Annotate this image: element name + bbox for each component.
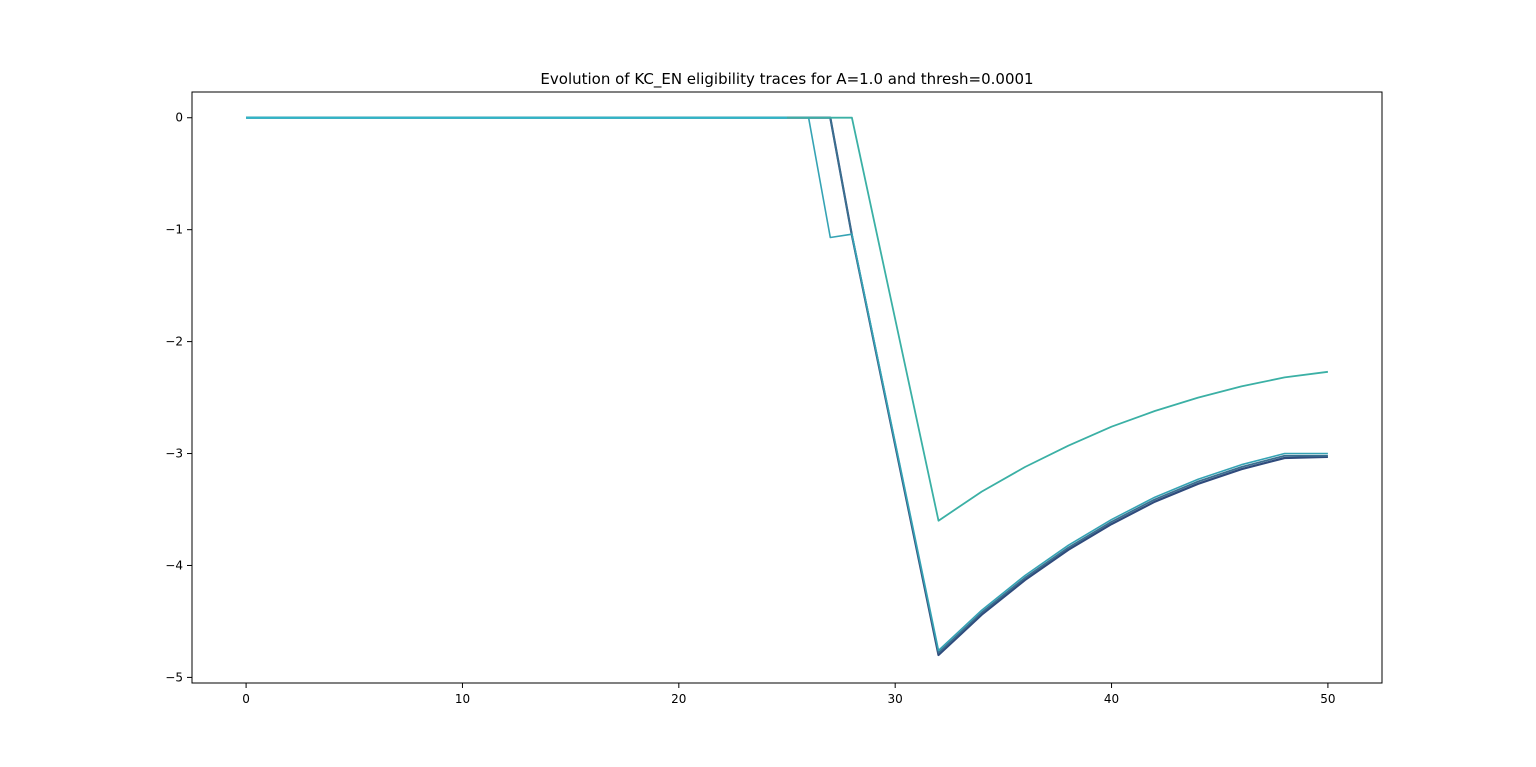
x-axis-ticks: 0 10 20 30 40 50 (242, 683, 1336, 706)
y-tick-label: −4 (165, 558, 183, 572)
series-line-4 (246, 116, 1329, 522)
series-line-2 (246, 116, 1328, 654)
x-tick-label: 20 (671, 692, 686, 706)
y-tick-label: −2 (165, 335, 183, 349)
chart-title: Evolution of KC_EN eligibility traces fo… (540, 70, 1033, 89)
x-tick-label: 50 (1320, 692, 1335, 706)
y-tick-label: −3 (165, 447, 183, 461)
series-line-1 (246, 116, 1328, 657)
x-tick-label: 10 (455, 692, 470, 706)
x-tick-label: 40 (1104, 692, 1119, 706)
plot-frame (191, 91, 1383, 684)
y-tick-label: −1 (165, 223, 183, 237)
y-axis-ticks: 0 −1 −2 −3 −4 −5 (165, 111, 192, 684)
y-tick-label: 0 (175, 111, 183, 125)
y-tick-label: −5 (165, 670, 183, 684)
x-tick-label: 0 (242, 692, 250, 706)
series-layer (246, 116, 1329, 657)
series-line-3 (246, 116, 1328, 652)
x-tick-label: 30 (888, 692, 903, 706)
